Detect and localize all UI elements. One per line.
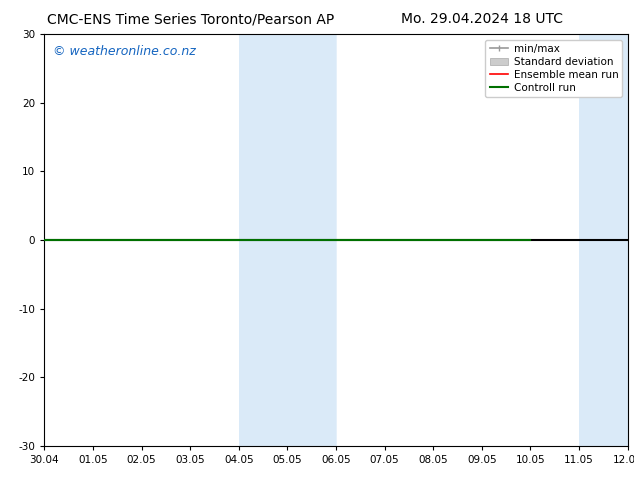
Legend: min/max, Standard deviation, Ensemble mean run, Controll run: min/max, Standard deviation, Ensemble me… [486, 40, 623, 97]
Bar [579, 34, 628, 446]
Bar [239, 34, 287, 446]
Text: CMC-ENS Time Series Toronto/Pearson AP: CMC-ENS Time Series Toronto/Pearson AP [46, 12, 334, 26]
Bar [287, 34, 336, 446]
Text: Mo. 29.04.2024 18 UTC: Mo. 29.04.2024 18 UTC [401, 12, 563, 26]
Text: © weatheronline.co.nz: © weatheronline.co.nz [53, 45, 196, 58]
Bar [628, 34, 634, 446]
